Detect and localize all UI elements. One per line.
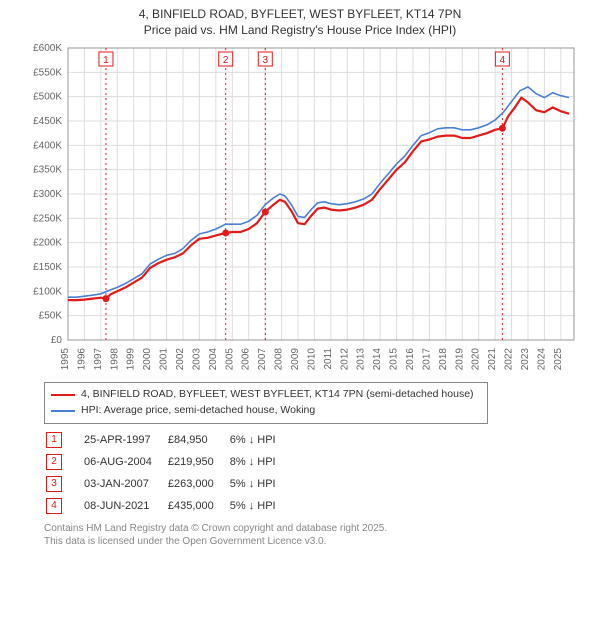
- sale-date: 06-AUG-2004: [84, 452, 166, 472]
- svg-text:2002: 2002: [175, 348, 186, 371]
- table-row: 4 08-JUN-2021£435,0005% ↓ HPI: [46, 496, 290, 516]
- sale-marker-cell: 1: [46, 430, 82, 450]
- sale-price: £263,000: [168, 474, 228, 494]
- legend-label: HPI: Average price, semi-detached house,…: [81, 403, 315, 419]
- svg-text:2007: 2007: [257, 348, 268, 371]
- title-line-1: 4, BINFIELD ROAD, BYFLEET, WEST BYFLEET,…: [10, 6, 590, 22]
- svg-text:2005: 2005: [224, 348, 235, 371]
- svg-text:2013: 2013: [356, 348, 367, 371]
- svg-text:1996: 1996: [76, 348, 87, 371]
- sale-date: 08-JUN-2021: [84, 496, 166, 516]
- svg-text:2009: 2009: [290, 348, 301, 371]
- sale-marker-icon: 4: [46, 498, 62, 514]
- svg-text:4: 4: [500, 55, 506, 66]
- svg-text:£600K: £600K: [33, 44, 62, 54]
- svg-text:£0: £0: [51, 335, 63, 346]
- svg-text:£400K: £400K: [33, 141, 62, 152]
- svg-text:2020: 2020: [471, 348, 482, 371]
- sale-date: 25-APR-1997: [84, 430, 166, 450]
- svg-text:£450K: £450K: [33, 116, 62, 127]
- legend-item: 4, BINFIELD ROAD, BYFLEET, WEST BYFLEET,…: [51, 387, 481, 403]
- sale-price: £84,950: [168, 430, 228, 450]
- svg-text:£550K: £550K: [33, 68, 62, 79]
- svg-text:2021: 2021: [487, 348, 498, 371]
- sale-marker-icon: 3: [46, 476, 62, 492]
- sale-delta: 5% ↓ HPI: [230, 474, 290, 494]
- sale-marker-icon: 1: [46, 432, 62, 448]
- svg-text:2003: 2003: [191, 348, 202, 371]
- legend-swatch: [51, 394, 75, 396]
- svg-text:2010: 2010: [306, 348, 317, 371]
- table-row: 1 25-APR-1997£84,9506% ↓ HPI: [46, 430, 290, 450]
- svg-text:1998: 1998: [109, 348, 120, 371]
- svg-text:2018: 2018: [438, 348, 449, 371]
- svg-text:£50K: £50K: [39, 311, 63, 322]
- legend-swatch: [51, 410, 75, 412]
- chart: £0 £50K £100K £150K £200K £250K £300K £350K £400…: [20, 44, 580, 374]
- svg-text:2023: 2023: [520, 348, 531, 371]
- svg-text:£500K: £500K: [33, 92, 62, 103]
- svg-text:2: 2: [223, 55, 229, 66]
- svg-text:2001: 2001: [159, 348, 170, 371]
- svg-text:1997: 1997: [93, 348, 104, 371]
- legend-label: 4, BINFIELD ROAD, BYFLEET, WEST BYFLEET,…: [81, 387, 474, 403]
- svg-text:2011: 2011: [323, 348, 334, 370]
- sale-marker-cell: 4: [46, 496, 82, 516]
- svg-text:2006: 2006: [241, 348, 252, 371]
- sales-table: 125-APR-1997£84,9506% ↓ HPI206-AUG-2004£…: [44, 428, 292, 518]
- svg-text:1995: 1995: [60, 348, 71, 371]
- footer-line: This data is licensed under the Open Gov…: [44, 535, 590, 548]
- svg-text:2004: 2004: [208, 348, 219, 371]
- svg-text:1: 1: [103, 55, 109, 66]
- sale-delta: 8% ↓ HPI: [230, 452, 290, 472]
- svg-text:£100K: £100K: [33, 287, 62, 298]
- sale-price: £435,000: [168, 496, 228, 516]
- svg-text:3: 3: [263, 55, 269, 66]
- svg-text:2024: 2024: [536, 348, 547, 371]
- svg-text:£300K: £300K: [33, 189, 62, 200]
- legend-item: HPI: Average price, semi-detached house,…: [51, 403, 481, 419]
- sale-date: 03-JAN-2007: [84, 474, 166, 494]
- svg-text:2014: 2014: [372, 348, 383, 371]
- table-row: 2 06-AUG-2004£219,9508% ↓ HPI: [46, 452, 290, 472]
- legend: 4, BINFIELD ROAD, BYFLEET, WEST BYFLEET,…: [44, 382, 488, 424]
- svg-text:£250K: £250K: [33, 214, 62, 225]
- sale-marker-cell: 2: [46, 452, 82, 472]
- svg-text:2019: 2019: [454, 348, 465, 371]
- sale-price: £219,950: [168, 452, 228, 472]
- svg-text:1999: 1999: [126, 348, 137, 371]
- svg-text:£350K: £350K: [33, 165, 62, 176]
- chart-titles: 4, BINFIELD ROAD, BYFLEET, WEST BYFLEET,…: [10, 6, 590, 38]
- svg-text:2008: 2008: [274, 348, 285, 371]
- footer-attribution: Contains HM Land Registry data © Crown c…: [44, 522, 590, 548]
- svg-text:2016: 2016: [405, 348, 416, 371]
- title-line-2: Price paid vs. HM Land Registry's House …: [10, 22, 590, 38]
- table-row: 3 03-JAN-2007£263,0005% ↓ HPI: [46, 474, 290, 494]
- svg-text:2015: 2015: [389, 348, 400, 371]
- sale-marker-icon: 2: [46, 454, 62, 470]
- chart-svg: £0 £50K £100K £150K £200K £250K £300K £350K £400…: [20, 44, 580, 374]
- svg-text:£150K: £150K: [33, 262, 62, 273]
- svg-text:2012: 2012: [339, 348, 350, 371]
- footer-line: Contains HM Land Registry data © Crown c…: [44, 522, 590, 535]
- svg-text:2022: 2022: [504, 348, 515, 371]
- svg-text:£200K: £200K: [33, 238, 62, 249]
- sale-delta: 6% ↓ HPI: [230, 430, 290, 450]
- sale-delta: 5% ↓ HPI: [230, 496, 290, 516]
- sale-marker-cell: 3: [46, 474, 82, 494]
- svg-text:2000: 2000: [142, 348, 153, 371]
- svg-text:2025: 2025: [553, 348, 564, 371]
- svg-text:2017: 2017: [421, 348, 432, 371]
